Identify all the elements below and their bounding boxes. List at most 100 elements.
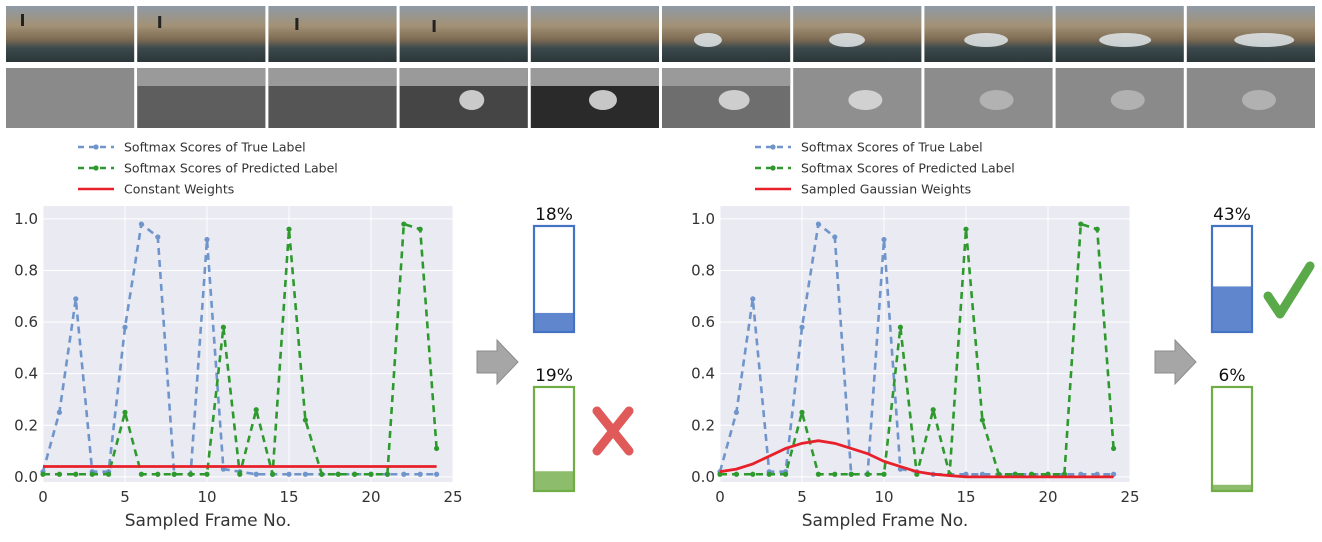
depth-blob [848,90,883,110]
rgb-frame-thumbnail [662,6,791,62]
data-point [56,471,63,477]
data-point [122,324,128,330]
x-tick-label: 25 [443,488,462,506]
rgb-frame-thumbnail [924,6,1053,62]
data-point [417,226,423,232]
data-point [963,226,969,232]
data-point [270,471,276,477]
splash-shape [1099,33,1152,47]
result-bar-predicted-label: 6% [1210,366,1254,493]
depth-band [137,68,266,86]
rgb-frame-thumbnail [793,6,922,62]
data-point [717,471,723,477]
x-tick-label: 0 [715,488,725,506]
frame-image [793,6,922,62]
legend-label: Sampled Gaussian Weights [801,182,971,197]
data-point [40,471,46,477]
depth-blob [1110,90,1145,110]
rgb-frame-thumbnail [530,6,659,62]
data-point [73,471,79,477]
data-point [1078,221,1084,227]
depth-frame-thumbnail [793,68,922,128]
data-point [204,236,210,243]
depth-blob [1241,90,1276,110]
depth-frame-thumbnail [530,68,659,128]
x-tick-label: 15 [279,488,298,506]
data-point [138,471,144,477]
bar-fill [1212,286,1252,332]
x-tick-label: 0 [38,488,48,506]
depth-frame-thumbnail [268,68,397,128]
data-point [302,471,308,477]
x-tick-label: 20 [361,488,380,506]
data-point [220,324,226,330]
data-point [89,471,95,477]
chart-panel-1: 0.0 0.2 0.4 0.6 0.8 1.0 0 5 10 15 20 25 Sampled Fram… [14,140,634,531]
bar-outline [1210,224,1254,334]
percent-label: 6% [1219,366,1246,386]
data-point [138,221,144,227]
data-point [122,409,128,415]
arrow-right-icon [1154,338,1197,386]
data-point [750,296,756,302]
data-point [319,471,325,477]
series-2 [40,221,440,477]
depth-band [268,68,397,86]
y-tick-label: 1.0 [691,210,715,228]
series-2 [717,221,1117,477]
y-tick-label: 0.2 [691,416,715,434]
legend-item: Softmax Scores of True Label [78,140,306,155]
frame-image [137,6,266,62]
check-stroke [1263,261,1315,319]
data-point [73,296,79,302]
data-point [799,409,805,415]
data-point [335,471,341,477]
data-point [286,226,292,232]
y-tick-label: 0.4 [691,365,715,383]
depth-blob [718,90,750,110]
chart-panel-2: 0.0 0.2 0.4 0.6 0.8 1.0 0 5 10 15 20 25 Sampled Fram… [691,140,1315,531]
depth-blob [979,90,1014,110]
splash-shape [693,33,722,47]
legend-item: Sampled Gaussian Weights [755,182,971,197]
frame-image [6,68,135,128]
legend-label: Softmax Scores of Predicted Label [801,161,1015,176]
rgb-frame-thumbnail [137,6,266,62]
x-tick-label: 10 [197,488,216,506]
y-tick-label: 0.6 [691,313,715,331]
data-point [253,471,259,477]
data-point [881,236,887,243]
plot-area [720,206,1130,482]
data-point [848,471,854,477]
cross-icon [592,406,634,456]
person-shape [432,20,436,32]
splash-shape [1234,33,1295,47]
x-axis-label: Sampled Frame No. [125,511,292,531]
data-point [155,234,161,240]
splash-shape [828,33,865,47]
data-point [417,471,423,477]
legend-label: Softmax Scores of True Label [801,140,983,155]
bar-outline [532,224,576,334]
y-tick-label: 0.6 [14,313,38,331]
x-axis-label: Sampled Frame No. [802,511,969,531]
data-point [188,471,194,477]
rgb-frame-strip [6,6,1315,62]
rgb-frame-thumbnail [1186,6,1315,62]
legend-item: Softmax Scores of Predicted Label [755,161,1015,176]
depth-band [399,68,528,86]
percent-label: 18% [535,205,573,225]
check-mark-icon [1263,261,1315,319]
data-point [881,471,887,477]
legend-marker [93,144,99,150]
depth-frame-thumbnail [1186,68,1315,128]
bar-outline [1210,385,1254,493]
data-point [930,407,936,413]
data-point [865,471,871,477]
legend-item: Constant Weights [78,182,234,197]
legend-item: Softmax Scores of True Label [755,140,983,155]
arrow-shape [476,338,519,386]
x-tick-label: 5 [797,488,807,506]
person-shape [21,14,24,26]
